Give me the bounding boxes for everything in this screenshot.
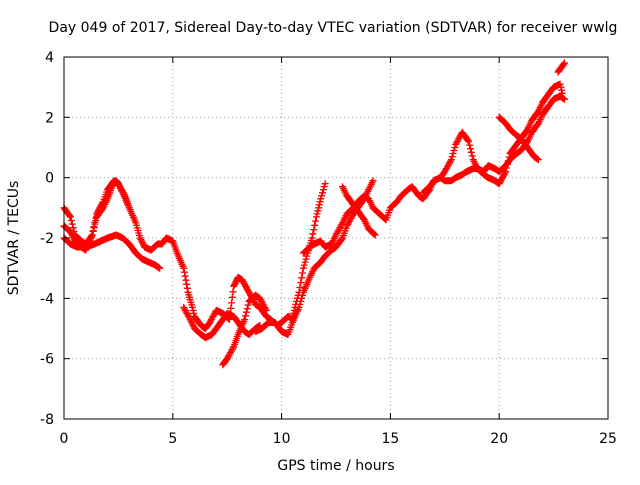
series-6 xyxy=(252,177,377,338)
series-markers xyxy=(339,183,379,239)
series-9 xyxy=(419,80,566,197)
x-axis-label: GPS time / hours xyxy=(277,458,394,474)
y-tick-label: 0 xyxy=(45,171,54,187)
series-markers xyxy=(554,59,568,76)
y-axis-label: SDTVAR / TECUs xyxy=(6,181,22,296)
series-12 xyxy=(339,183,379,239)
x-tick-label: 10 xyxy=(273,431,291,447)
series-markers xyxy=(252,177,377,338)
series-markers xyxy=(495,113,542,164)
y-tick-label: -2 xyxy=(40,231,54,247)
y-tick-label: 4 xyxy=(45,50,54,66)
plot-data xyxy=(60,59,568,369)
series-markers xyxy=(419,80,566,197)
x-tick-label: 15 xyxy=(381,431,399,447)
y-tick-label: -6 xyxy=(40,352,54,368)
x-tick-label: 20 xyxy=(490,431,508,447)
x-tick-label: 5 xyxy=(168,431,177,447)
x-ticks: 0 5 10 15 20 25 xyxy=(60,57,617,447)
y-ticks: -8 -6 -4 -2 0 2 4 xyxy=(40,50,608,428)
series-10 xyxy=(495,113,542,164)
series-markers xyxy=(219,291,270,369)
y-tick-label: 2 xyxy=(45,110,54,126)
series-11 xyxy=(554,59,568,76)
y-tick-label: -8 xyxy=(40,412,54,428)
series-5 xyxy=(219,291,270,369)
x-tick-label: 25 xyxy=(599,431,617,447)
y-tick-label: -4 xyxy=(40,291,54,307)
x-tick-label: 0 xyxy=(60,431,69,447)
chart-title: Day 049 of 2017, Sidereal Day-to-day VTE… xyxy=(49,20,618,36)
